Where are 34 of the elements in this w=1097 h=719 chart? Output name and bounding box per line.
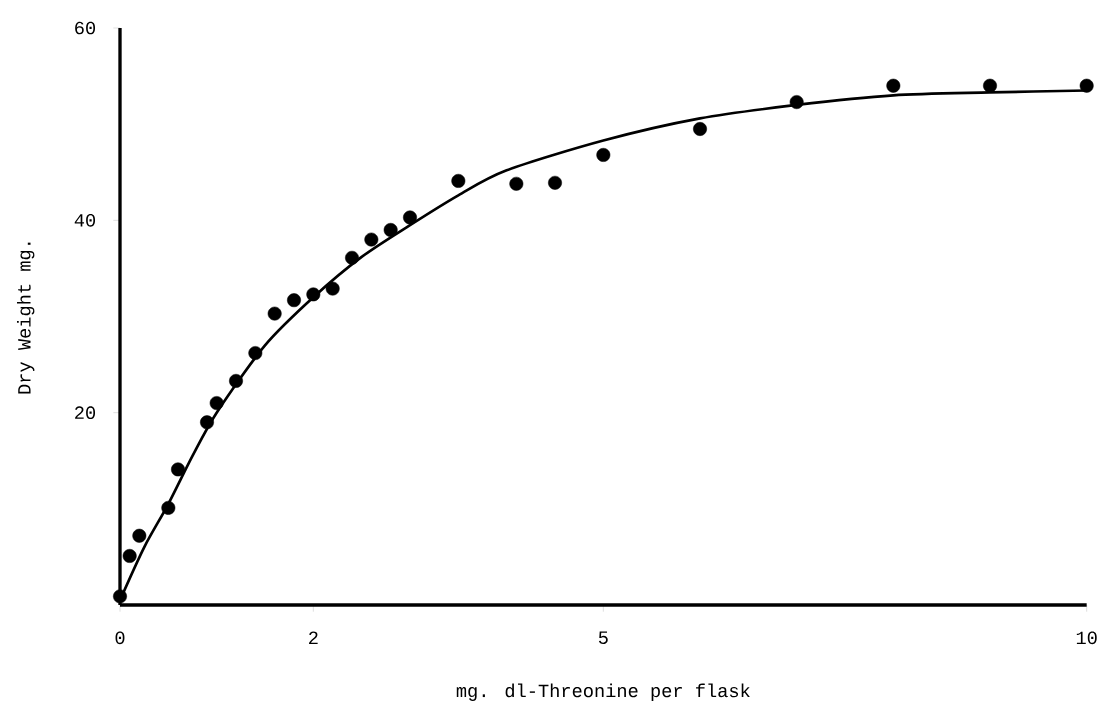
point bbox=[403, 210, 417, 225]
x-tick-label: 5 bbox=[598, 631, 608, 644]
x-tick-label: 0 bbox=[115, 631, 125, 645]
point bbox=[132, 528, 147, 543]
point bbox=[200, 415, 214, 430]
point bbox=[364, 232, 379, 247]
point bbox=[451, 173, 466, 188]
point bbox=[325, 281, 340, 296]
point bbox=[171, 462, 185, 477]
point bbox=[345, 250, 359, 265]
point bbox=[122, 549, 137, 563]
point bbox=[383, 223, 398, 237]
point bbox=[248, 346, 263, 360]
point bbox=[267, 306, 282, 321]
point bbox=[548, 175, 562, 190]
y-tick-label: 40 bbox=[74, 214, 96, 227]
point bbox=[693, 122, 707, 136]
x-axis-title: mg. dl-Threonine per flask bbox=[456, 683, 750, 701]
point bbox=[229, 374, 243, 388]
point bbox=[886, 78, 901, 93]
point bbox=[983, 78, 997, 93]
point bbox=[509, 176, 524, 191]
y-axis-title: Dry Weight mg. bbox=[17, 242, 35, 394]
point bbox=[209, 396, 224, 410]
y-tick-label: 20 bbox=[75, 406, 96, 420]
y-tick-label: 60 bbox=[75, 21, 96, 35]
point bbox=[596, 148, 611, 162]
point bbox=[161, 500, 176, 515]
point bbox=[287, 293, 301, 308]
point bbox=[789, 95, 804, 109]
point bbox=[306, 287, 321, 302]
x-tick-label: 2 bbox=[309, 631, 318, 644]
x-tick-label: 10 bbox=[1076, 631, 1097, 645]
point bbox=[113, 589, 127, 604]
